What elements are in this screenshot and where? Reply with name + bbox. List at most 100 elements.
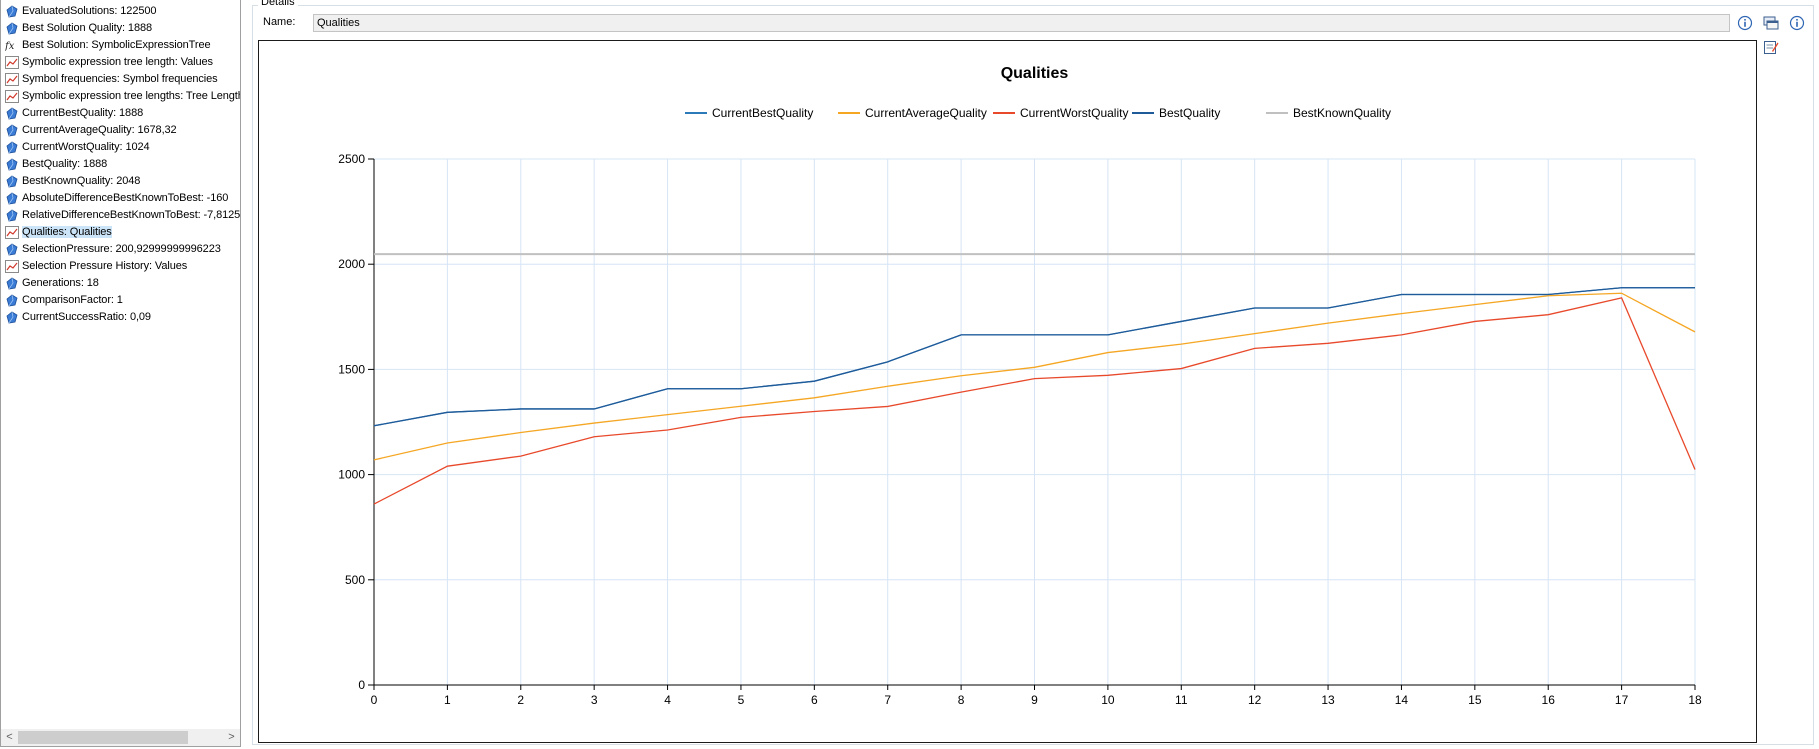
line-chart-icon xyxy=(5,73,19,86)
result-item-label: CurrentBestQuality: 1888 xyxy=(22,107,144,119)
x-tick-label: 14 xyxy=(1395,693,1409,707)
legend-label: BestKnownQuality xyxy=(1293,106,1391,120)
value-icon xyxy=(6,5,18,18)
result-item[interactable]: fx Best Solution: SymbolicExpressionTree xyxy=(1,37,240,54)
result-item[interactable]: Selection Pressure History: Values xyxy=(1,258,240,275)
value-icon xyxy=(6,209,18,222)
name-label: Name: xyxy=(263,16,296,28)
x-tick-label: 1 xyxy=(444,693,451,707)
result-item-label: CurrentSuccessRatio: 0,09 xyxy=(22,311,151,323)
result-item-label: Symbolic expression tree length: Values xyxy=(22,56,213,68)
result-item[interactable]: AbsoluteDifferenceBestKnownToBest: -160 xyxy=(1,190,240,207)
result-item[interactable]: BestQuality: 1888 xyxy=(1,156,240,173)
result-item-label: Symbol frequencies: Symbol frequencies xyxy=(22,73,218,85)
result-item-label: BestQuality: 1888 xyxy=(22,158,108,170)
result-item-label: RelativeDifferenceBestKnownToBest: -7,81… xyxy=(22,209,240,221)
x-tick-label: 18 xyxy=(1688,693,1702,707)
x-tick-label: 3 xyxy=(591,693,598,707)
result-item[interactable]: CurrentAverageQuality: 1678,32 xyxy=(1,122,240,139)
y-tick-label: 1000 xyxy=(338,468,365,482)
x-tick-label: 5 xyxy=(738,693,745,707)
x-tick-label: 10 xyxy=(1101,693,1115,707)
result-item[interactable]: Symbol frequencies: Symbol frequencies xyxy=(1,71,240,88)
result-item[interactable]: RelativeDifferenceBestKnownToBest: -7,81… xyxy=(1,207,240,224)
chart-title: Qualities xyxy=(1001,65,1069,82)
result-item[interactable]: Generations: 18 xyxy=(1,275,240,292)
value-icon xyxy=(6,124,18,137)
result-item[interactable]: SelectionPressure: 200,92999999996223 xyxy=(1,241,240,258)
results-list[interactable]: EvaluatedSolutions: 122500 Best Solution … xyxy=(1,3,240,326)
result-item-label: Best Solution: SymbolicExpressionTree xyxy=(22,39,211,51)
result-item[interactable]: Symbolic expression tree lengths: Tree L… xyxy=(1,88,240,105)
x-tick-label: 13 xyxy=(1321,693,1335,707)
result-item[interactable]: CurrentBestQuality: 1888 xyxy=(1,105,240,122)
line-chart-icon xyxy=(5,260,19,273)
x-tick-label: 7 xyxy=(884,693,891,707)
series-line-currentworstquality xyxy=(373,297,1696,505)
results-list-panel: EvaluatedSolutions: 122500 Best Solution … xyxy=(0,0,241,747)
value-icon xyxy=(6,277,18,290)
result-item[interactable]: CurrentSuccessRatio: 0,09 xyxy=(1,309,240,326)
value-icon xyxy=(6,22,18,35)
result-item-label: SelectionPressure: 200,92999999996223 xyxy=(22,243,221,255)
name-field[interactable] xyxy=(313,14,1730,32)
result-item[interactable]: Qualities: Qualities xyxy=(1,224,240,241)
x-tick-label: 0 xyxy=(371,693,378,707)
result-item[interactable]: Symbolic expression tree length: Values xyxy=(1,54,240,71)
result-item-label: Generations: 18 xyxy=(22,277,99,289)
result-item-label: Best Solution Quality: 1888 xyxy=(22,22,152,34)
x-tick-label: 2 xyxy=(517,693,524,707)
x-tick-label: 11 xyxy=(1175,693,1188,707)
value-icon xyxy=(6,311,18,324)
y-tick-label: 2500 xyxy=(338,152,365,166)
horizontal-scrollbar[interactable]: < > xyxy=(1,729,240,746)
chart-area[interactable]: Qualities 0 500 1000 1500 2000 2500 0 1 2 3 4 5 6 7 8 9 1… xyxy=(258,40,1757,743)
scroll-left-button[interactable]: < xyxy=(6,731,13,743)
function-icon: fx xyxy=(5,41,15,52)
line-chart-icon xyxy=(5,90,19,103)
result-item[interactable]: Best Solution Quality: 1888 xyxy=(1,20,240,37)
value-icon xyxy=(6,107,18,120)
result-item-label: Qualities: Qualities xyxy=(22,226,112,238)
result-item[interactable]: BestKnownQuality: 2048 xyxy=(1,173,240,190)
value-icon xyxy=(6,141,18,154)
result-item-label: ComparisonFactor: 1 xyxy=(22,294,123,306)
x-tick-label: 17 xyxy=(1615,693,1629,707)
x-tick-label: 6 xyxy=(811,693,818,707)
x-tick-label: 16 xyxy=(1542,693,1556,707)
scrollbar-thumb[interactable] xyxy=(18,731,188,744)
view-host-icon[interactable] xyxy=(1763,15,1779,31)
result-item-label: AbsoluteDifferenceBestKnownToBest: -160 xyxy=(22,192,229,204)
x-tick-label: 12 xyxy=(1248,693,1262,707)
y-tick-label: 2000 xyxy=(338,257,365,271)
scroll-right-button[interactable]: > xyxy=(228,731,235,743)
result-item-label: CurrentWorstQuality: 1024 xyxy=(22,141,150,153)
value-icon xyxy=(6,158,18,171)
legend-label: CurrentAverageQuality xyxy=(865,106,987,120)
series-line-bestquality xyxy=(373,287,1695,427)
legend-label: CurrentBestQuality xyxy=(712,106,813,120)
result-item-label: Symbolic expression tree lengths: Tree L… xyxy=(22,90,240,102)
result-item-label: BestKnownQuality: 2048 xyxy=(22,175,141,187)
y-tick-label: 500 xyxy=(345,573,365,587)
legend-label: CurrentWorstQuality xyxy=(1020,106,1128,120)
info-icon[interactable] xyxy=(1789,15,1805,31)
y-tick-label: 1500 xyxy=(338,362,365,376)
result-item-label: EvaluatedSolutions: 122500 xyxy=(22,5,157,17)
result-item-label: Selection Pressure History: Values xyxy=(22,260,188,272)
value-icon xyxy=(6,175,18,188)
legend-label: BestQuality xyxy=(1159,106,1220,120)
value-icon xyxy=(6,192,18,205)
result-item-label: CurrentAverageQuality: 1678,32 xyxy=(22,124,177,136)
info-icon[interactable] xyxy=(1737,15,1753,31)
line-chart-icon xyxy=(5,56,19,69)
result-item[interactable]: CurrentWorstQuality: 1024 xyxy=(1,139,240,156)
series-line-currentaveragequality xyxy=(373,292,1696,461)
value-icon xyxy=(6,294,18,307)
result-item[interactable]: EvaluatedSolutions: 122500 xyxy=(1,3,240,20)
details-group-label: Details xyxy=(258,0,298,8)
edit-icon[interactable] xyxy=(1763,39,1779,55)
x-tick-label: 15 xyxy=(1468,693,1482,707)
result-item[interactable]: ComparisonFactor: 1 xyxy=(1,292,240,309)
